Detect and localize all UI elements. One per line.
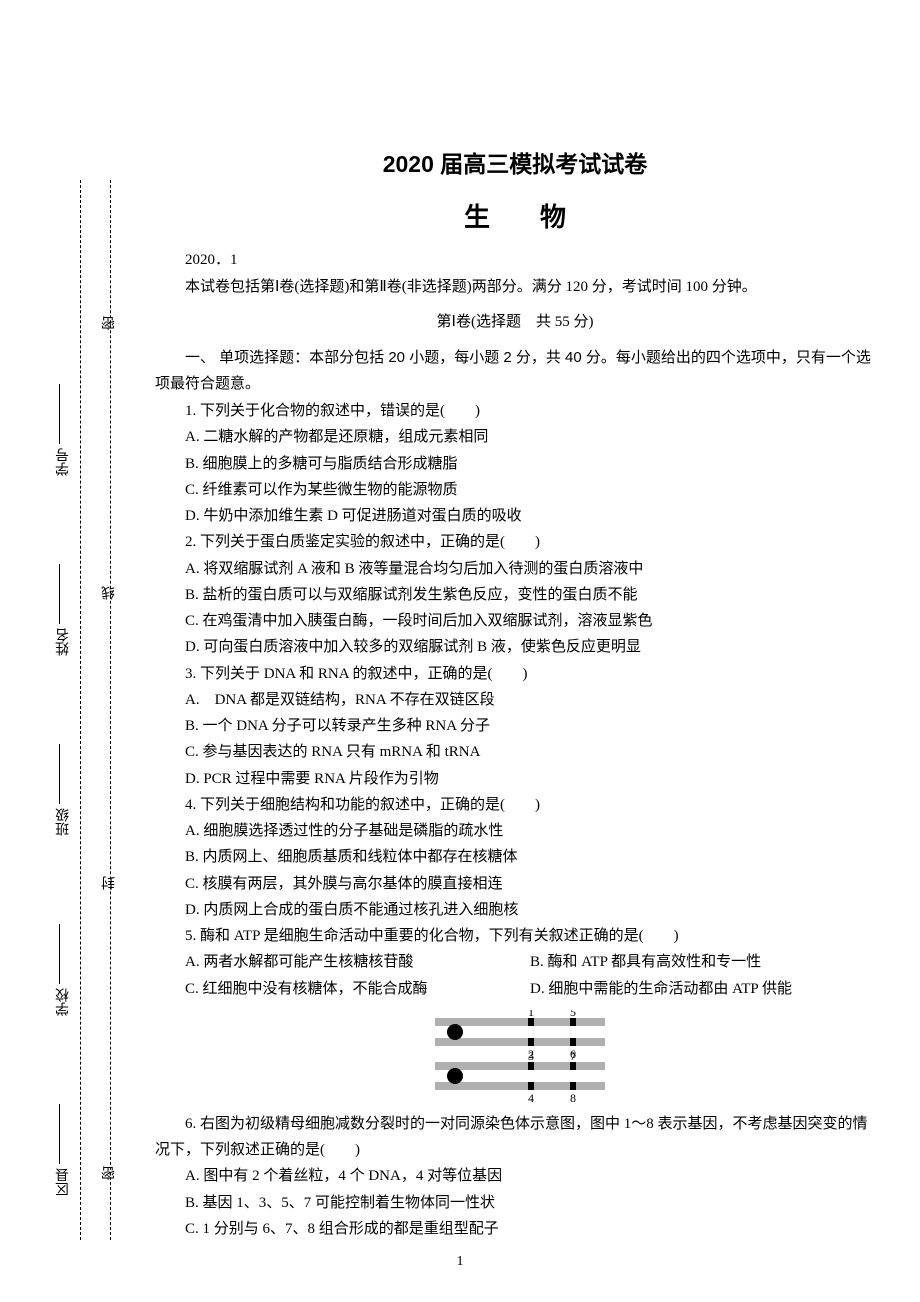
- svg-text:5: 5: [570, 1010, 576, 1019]
- q2-opt-c: C. 在鸡蛋清中加入胰蛋白酶，一段时间后加入双缩脲试剂，溶液显紫色: [155, 608, 875, 634]
- exam-date: 2020．1: [155, 248, 875, 269]
- q5-opt-d: D. 细胞中需能的生命活动都由 ATP 供能: [530, 976, 875, 1002]
- q4-stem: 4. 下列关于细胞结构和功能的叙述中，正确的是( ): [155, 792, 875, 818]
- svg-text:7: 7: [570, 1049, 576, 1063]
- q6-opt-b: B. 基因 1、3、5、7 可能控制着生物体同一性状: [155, 1190, 875, 1216]
- q4-opt-d: D. 内质网上合成的蛋白质不能通过核孔进入细胞核: [155, 897, 875, 923]
- q5-opt-c: C. 红细胞中没有核糖体，不能合成酶: [185, 976, 530, 1002]
- field-id: 学号: [54, 380, 74, 476]
- field-label: 姓名: [54, 628, 74, 656]
- q3-opt-a: A. DNA 都是双链结构，RNA 不存在双链区段: [155, 687, 875, 713]
- svg-text:8: 8: [570, 1091, 576, 1105]
- exam-intro: 本试卷包括第Ⅰ卷(选择题)和第Ⅱ卷(非选择题)两部分。满分 120 分，考试时间…: [155, 275, 875, 296]
- section-intro: 一、 单项选择题：本部分包括 20 小题，每小题 2 分，共 40 分。每小题给…: [155, 345, 875, 396]
- chromosome-diagram-svg: 15263748: [400, 1010, 630, 1105]
- q5-stem: 5. 酶和 ATP 是细胞生命活动中重要的化合物，下列有关叙述正确的是( ): [155, 923, 875, 949]
- q5-row-cd: C. 红细胞中没有核糖体，不能合成酶 D. 细胞中需能的生命活动都由 ATP 供…: [155, 976, 875, 1002]
- field-class: 班级: [54, 740, 74, 836]
- q3-opt-c: C. 参与基因表达的 RNA 只有 mRNA 和 tRNA: [155, 739, 875, 765]
- q1-opt-d: D. 牛奶中添加维生素 D 可促进肠道对蛋白质的吸收: [155, 503, 875, 529]
- q3-opt-d: D. PCR 过程中需要 RNA 片段作为引物: [155, 766, 875, 792]
- seal-label: 封: [100, 870, 120, 890]
- svg-text:4: 4: [528, 1091, 534, 1105]
- q5-opt-b: B. 酶和 ATP 都具有高效性和专一性: [530, 949, 875, 975]
- page-number: 1: [0, 1254, 920, 1270]
- q2-opt-b: B. 盐析的蛋白质可以与双缩脲试剂发生紫色反应，变性的蛋白质不能: [155, 582, 875, 608]
- q5-row-ab: A. 两者水解都可能产生核糖核苷酸 B. 酶和 ATP 都具有高效性和专一性: [155, 949, 875, 975]
- seal-label: 密: [100, 1160, 120, 1180]
- q1-opt-a: A. 二糖水解的产物都是还原糖，组成元素相同: [155, 424, 875, 450]
- field-label: 班级: [54, 808, 74, 836]
- q1-opt-b: B. 细胞膜上的多糖可与脂质结合形成糖脂: [155, 451, 875, 477]
- q6-opt-c: C. 1 分别与 6、7、8 组合形成的都是重组型配子: [155, 1216, 875, 1242]
- section-1-header: 第Ⅰ卷(选择题 共 55 分): [155, 310, 875, 331]
- q5-opt-a: A. 两者水解都可能产生核糖核苷酸: [185, 949, 530, 975]
- svg-text:1: 1: [528, 1010, 534, 1019]
- subject-title: 生物: [155, 197, 875, 234]
- q4-opt-b: B. 内质网上、细胞质基质和线粒体中都存在核糖体: [155, 844, 875, 870]
- field-school: 学校: [54, 920, 74, 1016]
- q2-opt-d: D. 可向蛋白质溶液中加入较多的双缩脲试剂 B 液，使紫色反应更明显: [155, 634, 875, 660]
- q1-opt-c: C. 纤维素可以作为某些微生物的能源物质: [155, 477, 875, 503]
- q2-stem: 2. 下列关于蛋白质鉴定实验的叙述中，正确的是( ): [155, 529, 875, 555]
- q2-opt-a: A. 将双缩脲试剂 A 液和 B 液等量混合均匀后加入待测的蛋白质溶液中: [155, 556, 875, 582]
- q6-opt-a: A. 图中有 2 个着丝粒，4 个 DNA，4 对等位基因: [155, 1163, 875, 1189]
- q3-stem: 3. 下列关于 DNA 和 RNA 的叙述中，正确的是( ): [155, 661, 875, 687]
- main-title: 2020 届高三模拟考试试卷: [155, 145, 875, 179]
- svg-text:3: 3: [528, 1049, 534, 1063]
- q4-opt-c: C. 核膜有两层，其外膜与高尔基体的膜直接相连: [155, 871, 875, 897]
- field-name: 姓名: [54, 560, 74, 656]
- q6-stem: 6. 右图为初级精母细胞减数分裂时的一对同源染色体示意图，图中 1～8 表示基因…: [155, 1111, 875, 1164]
- dashed-line-2: [110, 180, 111, 1240]
- q1-stem: 1. 下列关于化合物的叙述中，错误的是( ): [155, 398, 875, 424]
- field-label: 学号: [54, 448, 74, 476]
- field-county: 区县: [54, 1100, 74, 1196]
- q3-opt-b: B. 一个 DNA 分子可以转录产生多种 RNA 分子: [155, 713, 875, 739]
- seal-label: 线: [100, 580, 120, 600]
- q4-opt-a: A. 细胞膜选择透过性的分子基础是磷脂的疏水性: [155, 818, 875, 844]
- exam-page: 2020 届高三模拟考试试卷 生物 2020．1 本试卷包括第Ⅰ卷(选择题)和第…: [155, 145, 875, 1242]
- q6-diagram: 15263748: [155, 1010, 875, 1105]
- field-label: 区县: [54, 1168, 74, 1196]
- field-label: 学校: [54, 988, 74, 1016]
- dashed-line-1: [80, 180, 81, 1240]
- binding-margin: 密 封 线 密 区县 学校 班级 姓名 学号: [50, 180, 130, 1240]
- seal-label: 密: [100, 310, 120, 330]
